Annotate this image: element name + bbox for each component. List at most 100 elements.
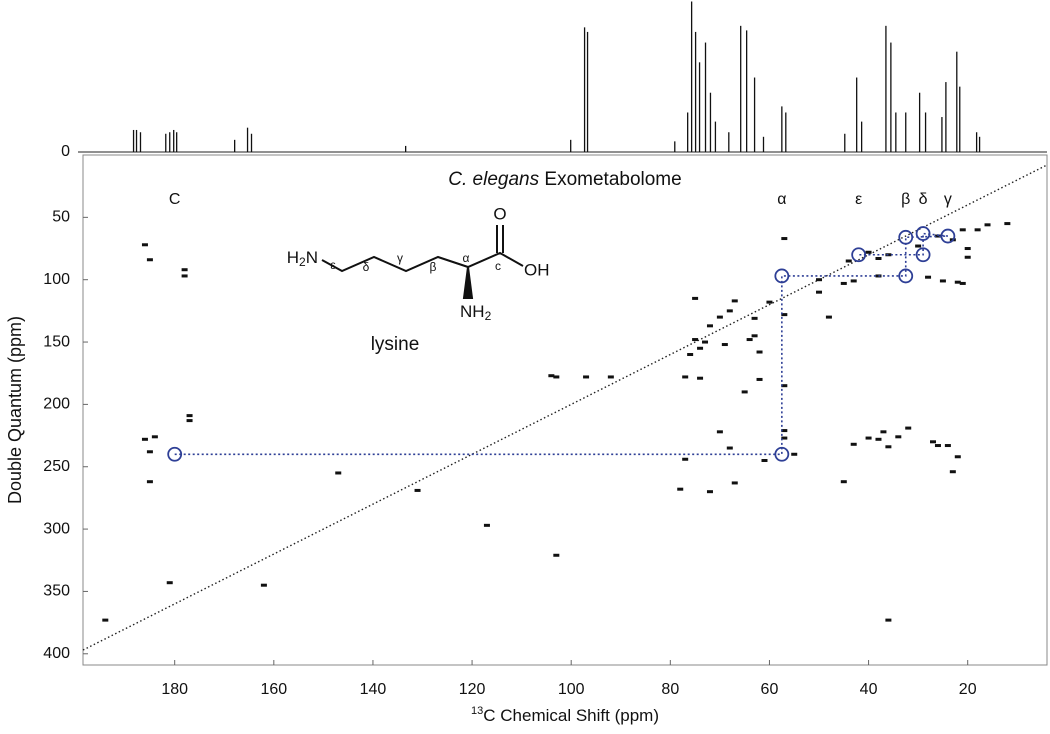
cross-peak [677, 487, 684, 491]
cross-peak [850, 442, 857, 446]
peak-label: C [169, 191, 181, 208]
cross-peak [583, 375, 590, 379]
cross-peak [692, 296, 699, 300]
cross-peak [706, 324, 713, 328]
cross-peak [840, 281, 847, 285]
cross-peak [548, 374, 555, 378]
peak-label: β [901, 191, 910, 208]
plot-frame [82, 154, 1048, 666]
cross-peak [954, 455, 961, 459]
amine: H2N [287, 248, 318, 269]
cross-peak [1004, 222, 1011, 226]
cross-peak [553, 553, 560, 557]
chain-label: β [430, 260, 437, 274]
cross-peak [751, 316, 758, 320]
cross-peak [726, 446, 733, 450]
cross-peak [761, 459, 768, 463]
cross-peak [181, 268, 188, 272]
assignment-path [174, 232, 948, 456]
cross-peak [697, 376, 704, 380]
cross-peak [553, 375, 560, 379]
cross-peak [756, 377, 763, 381]
y-tick-label: 350 [43, 583, 70, 600]
cross-peak [692, 338, 699, 342]
peak-label: α [777, 191, 786, 208]
cross-peak [949, 470, 956, 474]
cross-peak [186, 414, 193, 418]
y-axis-label: Double Quantum (ppm) [5, 316, 25, 504]
cross-peak [925, 275, 932, 279]
cross-peak [146, 480, 153, 484]
cross-peak [964, 255, 971, 259]
cross-peak [731, 481, 738, 485]
carbonyl-oxygen: O [493, 204, 506, 223]
lysine-peak [915, 226, 931, 241]
cross-peak [885, 253, 892, 257]
x-tick-label: 160 [260, 681, 287, 698]
hydroxyl: OH [524, 260, 550, 279]
cross-peak [850, 279, 857, 283]
cross-peak [716, 430, 723, 434]
title-text: Exometabolome [544, 169, 681, 190]
cross-peak [146, 258, 153, 262]
cross-peak [702, 340, 709, 344]
cross-peak [141, 243, 148, 247]
x-tick-label: 60 [761, 681, 779, 698]
cross-peak [682, 457, 689, 461]
lysine-peak [774, 268, 790, 284]
lysine-structure [321, 225, 524, 299]
cross-peak [865, 250, 872, 254]
chain-label: γ [397, 251, 403, 265]
y-tick-label: 400 [43, 645, 70, 662]
cross-peak [915, 244, 922, 248]
cross-peak [781, 429, 788, 433]
cross-peak [335, 471, 342, 475]
chain-label: α [463, 251, 470, 265]
cross-peak [746, 338, 753, 342]
cross-peak [166, 581, 173, 585]
cross-peak [781, 237, 788, 241]
peak-label: γ [944, 191, 952, 208]
cross-peak [885, 445, 892, 449]
carbon-chain [321, 251, 524, 273]
cross-peak [791, 452, 798, 456]
cross-peak [930, 440, 937, 444]
lysine-peak [851, 247, 867, 263]
peak-label: δ [919, 191, 928, 208]
cross-peak [944, 444, 951, 448]
structure-labels: H2N ε δ γ β α c O OH NH2 lysine [287, 204, 550, 355]
cross-peak [781, 384, 788, 388]
alpha-amine-sub: 2 [485, 309, 492, 323]
lysine-peak [940, 228, 956, 244]
amine-n: N [306, 248, 318, 267]
cross-peak [741, 390, 748, 394]
cross-peak [905, 426, 912, 430]
cross-peak [885, 618, 892, 622]
diagonal [82, 164, 1048, 651]
cross-peak [102, 618, 109, 622]
cross-peak [766, 300, 773, 304]
cross-peak [816, 278, 823, 282]
lysine-peak [898, 268, 914, 284]
x-axis-label: 13C Chemical Shift (ppm) [471, 705, 659, 726]
x-tick-label: 140 [360, 681, 387, 698]
cross-peak [181, 274, 188, 278]
cross-peak [682, 375, 689, 379]
cross-peak [959, 228, 966, 232]
cross-peak [781, 313, 788, 317]
cross-peak [687, 353, 694, 357]
cross-peak [697, 346, 704, 350]
y-tick-label: 100 [43, 271, 70, 288]
y-tick-label: 150 [43, 333, 70, 350]
cross-peak [959, 281, 966, 285]
x-tick-label: 120 [459, 681, 486, 698]
cross-peak [607, 375, 614, 379]
cross-peak [731, 299, 738, 303]
cross-peak [840, 480, 847, 484]
x-tick-label: 80 [661, 681, 679, 698]
chart-title: C. elegans Exometabolome [448, 169, 681, 190]
cross-peak [726, 309, 733, 313]
x-tick-label: 20 [959, 681, 977, 698]
